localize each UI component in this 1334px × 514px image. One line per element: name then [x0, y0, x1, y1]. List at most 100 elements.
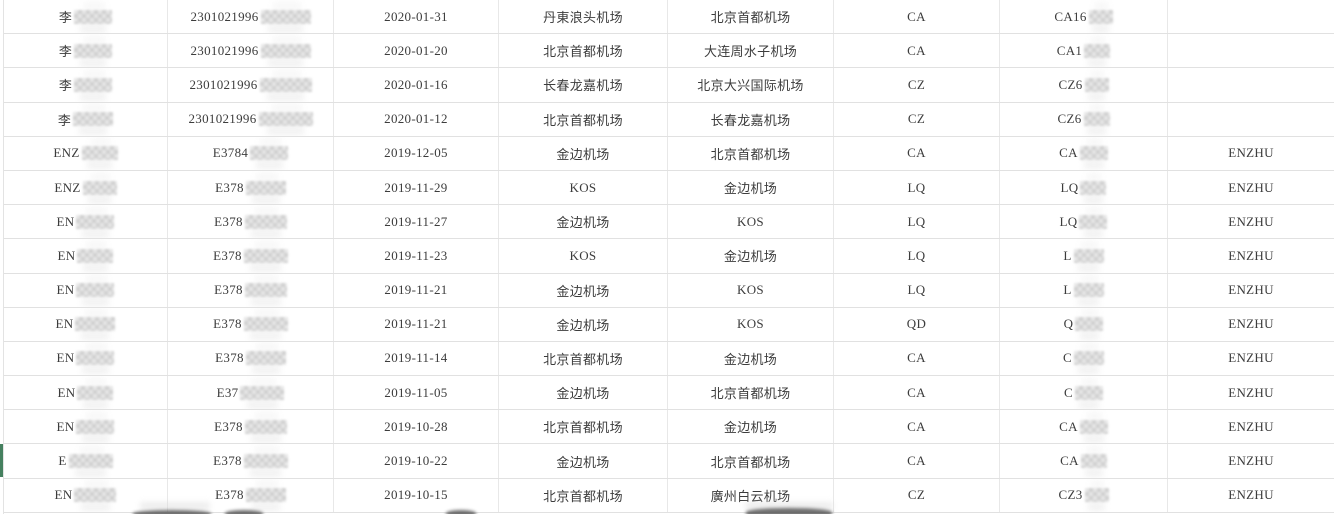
cell-airline-code[interactable]: CA: [834, 410, 1000, 444]
cell-id-number[interactable]: 2301021996: [168, 68, 334, 102]
cell-departure-airport[interactable]: 北京首都机场: [499, 478, 668, 512]
cell-arrival-airport[interactable]: 金边机场: [668, 410, 834, 444]
cell-flight-date[interactable]: 2019-11-23: [334, 239, 499, 273]
cell-pinyin-name[interactable]: ENZHU: [1168, 205, 1334, 238]
cell-pinyin-name[interactable]: [1168, 103, 1334, 136]
cell-flight-number[interactable]: CA: [1000, 136, 1168, 170]
cell-airline-code[interactable]: CZ: [834, 102, 1000, 136]
cell-departure-airport[interactable]: 金边机场: [499, 273, 668, 307]
cell-departure-airport[interactable]: 丹東浪头机场: [499, 0, 668, 34]
cell-passenger-name[interactable]: 李: [4, 34, 168, 68]
cell-passenger-name[interactable]: 李: [4, 68, 168, 102]
cell-id-number[interactable]: E378: [168, 273, 334, 307]
cell-arrival-airport[interactable]: 金边机场: [668, 341, 834, 376]
cell-flight-date[interactable]: 2019-10-15: [334, 478, 499, 512]
cell-passenger-name[interactable]: EN: [4, 410, 168, 444]
cell-flight-date[interactable]: 2019-11-05: [334, 376, 499, 410]
cell-pinyin-name[interactable]: ENZHU: [1168, 376, 1334, 409]
cell-airline-code[interactable]: LQ: [834, 239, 1000, 273]
cell-airline-code[interactable]: CA: [834, 34, 1000, 68]
cell-airline-code[interactable]: CZ: [834, 478, 1000, 512]
cell-flight-date[interactable]: 2019-11-29: [334, 170, 499, 205]
cell-departure-airport[interactable]: 金边机场: [499, 444, 668, 478]
cell-id-number[interactable]: E378: [168, 307, 334, 341]
cell-pinyin-name[interactable]: ENZHU: [1168, 308, 1334, 341]
cell-departure-airport[interactable]: 北京首都机场: [499, 341, 668, 376]
cell-passenger-name[interactable]: EN: [4, 341, 168, 376]
cell-flight-number[interactable]: LQ: [1000, 205, 1168, 239]
cell-id-number[interactable]: 2301021996: [168, 34, 334, 68]
cell-departure-airport[interactable]: 北京首都机场: [499, 34, 668, 68]
cell-flight-date[interactable]: 2019-11-14: [334, 341, 499, 376]
cell-flight-number[interactable]: LQ: [1000, 170, 1168, 205]
cell-flight-date[interactable]: 2020-01-16: [334, 68, 499, 102]
cell-id-number[interactable]: E3784: [168, 136, 334, 170]
cell-id-number[interactable]: E378: [168, 341, 334, 376]
cell-flight-number[interactable]: CA: [1000, 444, 1168, 478]
cell-pinyin-name[interactable]: ENZHU: [1168, 410, 1334, 443]
cell-departure-airport[interactable]: 北京首都机场: [499, 410, 668, 444]
cell-flight-date[interactable]: 2019-12-05: [334, 136, 499, 170]
cell-departure-airport[interactable]: 金边机场: [499, 376, 668, 410]
cell-flight-date[interactable]: 2020-01-12: [334, 102, 499, 136]
cell-passenger-name[interactable]: E: [4, 444, 168, 478]
cell-flight-number[interactable]: CZ6: [1000, 68, 1168, 102]
cell-id-number[interactable]: E378: [168, 444, 334, 478]
cell-arrival-airport[interactable]: KOS: [668, 205, 834, 239]
cell-airline-code[interactable]: LQ: [834, 205, 1000, 239]
cell-flight-number[interactable]: CZ3: [1000, 478, 1168, 512]
cell-flight-number[interactable]: CA16: [1000, 0, 1168, 34]
cell-arrival-airport[interactable]: 大连周水子机场: [668, 34, 834, 68]
cell-pinyin-name[interactable]: [1168, 0, 1334, 33]
cell-airline-code[interactable]: LQ: [834, 170, 1000, 205]
cell-arrival-airport[interactable]: 北京首都机场: [668, 136, 834, 170]
cell-airline-code[interactable]: CZ: [834, 68, 1000, 102]
cell-pinyin-name[interactable]: [1168, 68, 1334, 101]
cell-flight-date[interactable]: 2019-11-21: [334, 273, 499, 307]
cell-pinyin-name[interactable]: ENZHU: [1168, 479, 1334, 512]
cell-flight-date[interactable]: 2020-01-20: [334, 34, 499, 68]
cell-airline-code[interactable]: QD: [834, 307, 1000, 341]
cell-departure-airport[interactable]: 长春龙嘉机场: [499, 68, 668, 102]
cell-id-number[interactable]: E378: [168, 205, 334, 239]
cell-pinyin-name[interactable]: ENZHU: [1168, 274, 1334, 307]
cell-id-number[interactable]: E37: [168, 376, 334, 410]
cell-passenger-name[interactable]: EN: [4, 478, 168, 512]
cell-id-number[interactable]: 2301021996: [168, 102, 334, 136]
cell-flight-date[interactable]: 2019-10-22: [334, 444, 499, 478]
cell-pinyin-name[interactable]: ENZHU: [1168, 444, 1334, 477]
cell-passenger-name[interactable]: EN: [4, 307, 168, 341]
cell-airline-code[interactable]: CA: [834, 341, 1000, 376]
cell-airline-code[interactable]: CA: [834, 0, 1000, 34]
cell-flight-number[interactable]: L: [1000, 239, 1168, 273]
cell-arrival-airport[interactable]: 金边机场: [668, 170, 834, 205]
cell-passenger-name[interactable]: EN: [4, 376, 168, 410]
cell-passenger-name[interactable]: ENZ: [4, 170, 168, 205]
cell-flight-number[interactable]: L: [1000, 273, 1168, 307]
cell-flight-date[interactable]: 2019-11-27: [334, 205, 499, 239]
cell-airline-code[interactable]: LQ: [834, 273, 1000, 307]
cell-id-number[interactable]: E378: [168, 478, 334, 512]
cell-flight-number[interactable]: C: [1000, 376, 1168, 410]
cell-departure-airport[interactable]: 北京首都机场: [499, 102, 668, 136]
cell-departure-airport[interactable]: KOS: [499, 170, 668, 205]
cell-id-number[interactable]: E378: [168, 410, 334, 444]
cell-pinyin-name[interactable]: ENZHU: [1168, 342, 1334, 375]
cell-flight-number[interactable]: CA1: [1000, 34, 1168, 68]
cell-passenger-name[interactable]: ENZ: [4, 136, 168, 170]
cell-flight-date[interactable]: 2019-11-21: [334, 307, 499, 341]
cell-passenger-name[interactable]: 李: [4, 0, 168, 34]
cell-arrival-airport[interactable]: KOS: [668, 273, 834, 307]
cell-arrival-airport[interactable]: KOS: [668, 307, 834, 341]
cell-arrival-airport[interactable]: 北京首都机场: [668, 444, 834, 478]
cell-passenger-name[interactable]: 李: [4, 102, 168, 136]
cell-flight-number[interactable]: CZ6: [1000, 102, 1168, 136]
cell-passenger-name[interactable]: EN: [4, 239, 168, 273]
cell-pinyin-name[interactable]: ENZHU: [1168, 171, 1334, 204]
cell-flight-date[interactable]: 2020-01-31: [334, 0, 499, 34]
cell-pinyin-name[interactable]: ENZHU: [1168, 137, 1334, 170]
cell-id-number[interactable]: E378: [168, 170, 334, 205]
cell-flight-number[interactable]: Q: [1000, 307, 1168, 341]
cell-flight-number[interactable]: C: [1000, 341, 1168, 376]
cell-id-number[interactable]: 2301021996: [168, 0, 334, 34]
